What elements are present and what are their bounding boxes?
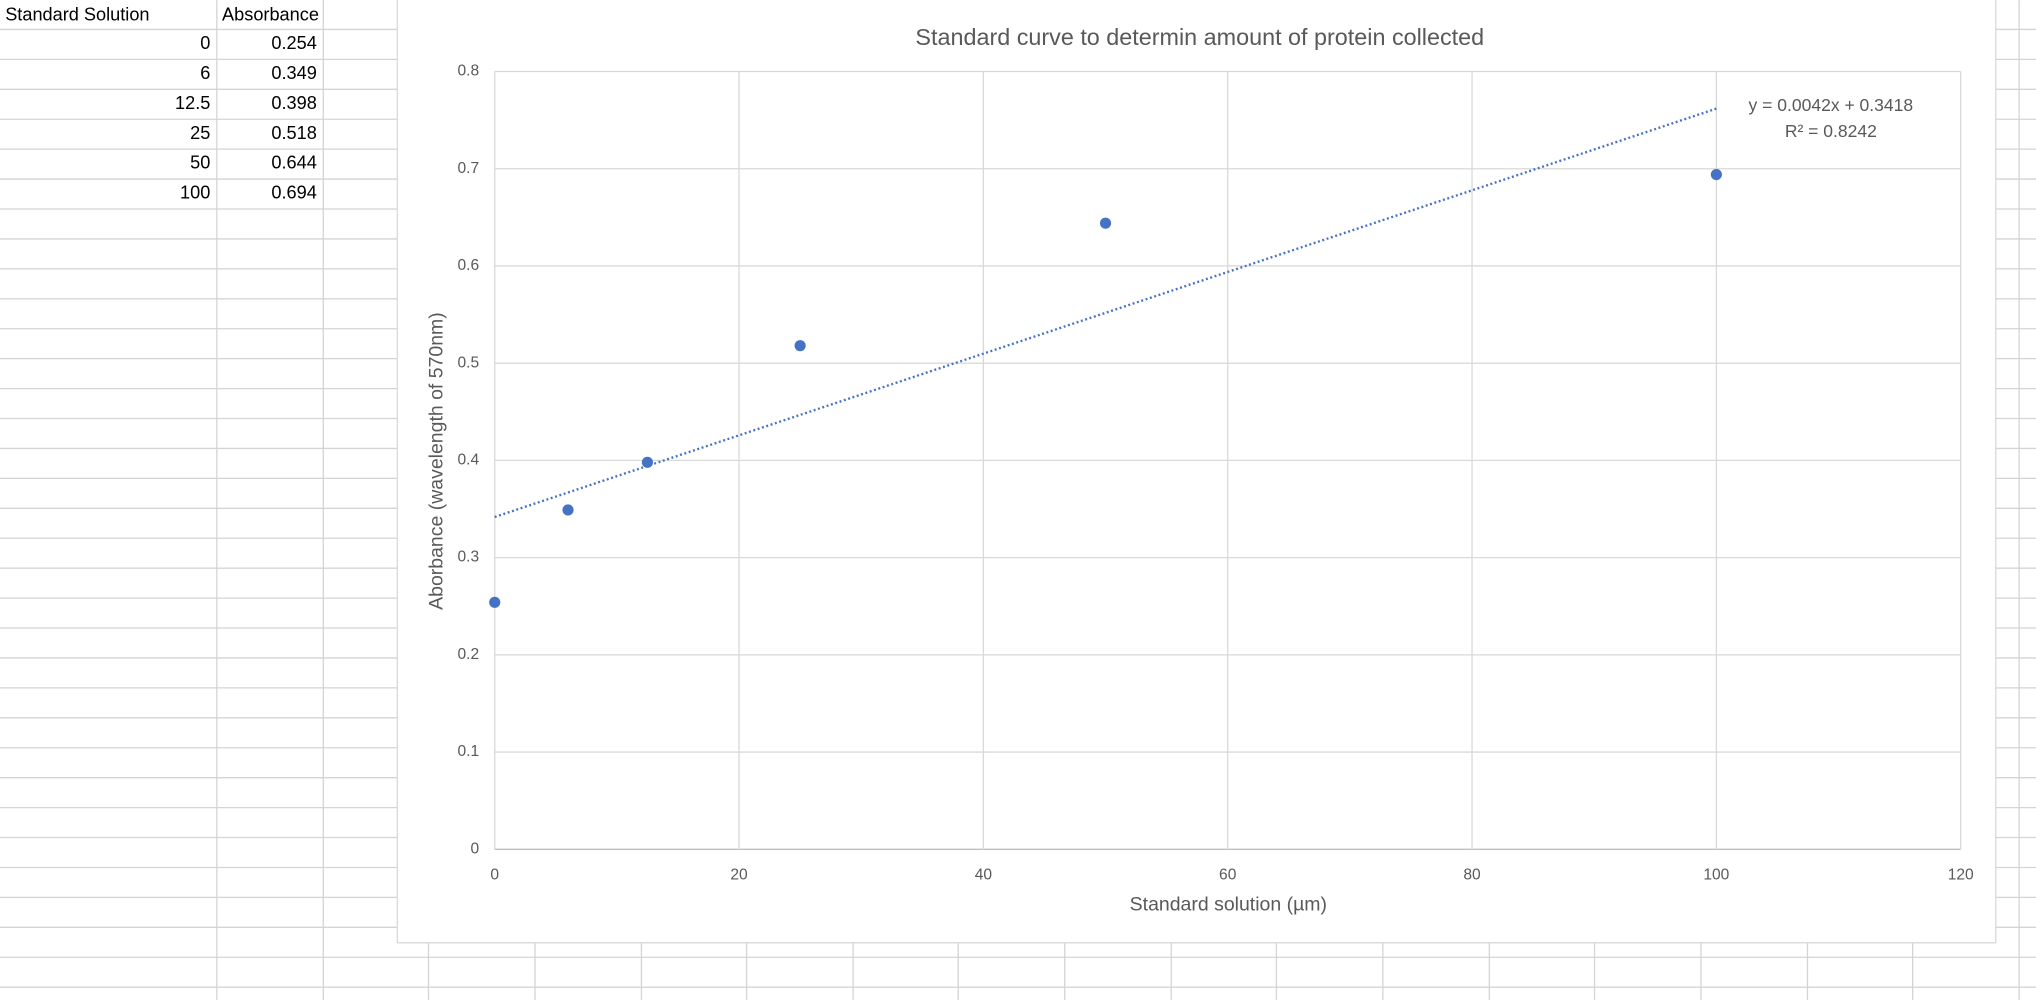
y-tick-label: 0.5 — [457, 354, 479, 371]
x-tick-label: 120 — [1948, 866, 1974, 883]
data-point — [641, 456, 654, 468]
cell-value: 50 — [190, 153, 210, 173]
y-tick-label: 0.3 — [457, 549, 479, 566]
cell-value: 100 — [180, 183, 210, 203]
cell-value: 0.518 — [271, 123, 316, 143]
cell-value: 0.398 — [271, 93, 316, 113]
chart-area[interactable] — [396, 0, 1997, 944]
cell-value: 0 — [200, 33, 210, 53]
data-point — [794, 340, 806, 352]
x-tick-label: 20 — [730, 866, 748, 883]
y-axis-title: Aborbance (wavelength of 570nm) — [426, 312, 448, 610]
y-tick-label: 0.1 — [457, 743, 479, 760]
x-axis-title: Standard solution (µm) — [1130, 893, 1327, 915]
data-point — [562, 504, 574, 516]
y-tick-label: 0 — [470, 840, 479, 857]
column-header: Standard Solution — [5, 4, 149, 24]
cell-value: 0.254 — [271, 33, 316, 53]
y-tick-label: 0.4 — [457, 452, 479, 469]
chart-title: Standard curve to determin amount of pro… — [915, 24, 1484, 50]
data-point — [1710, 168, 1722, 181]
y-tick-label: 0.8 — [457, 63, 479, 80]
y-tick-label: 0.7 — [457, 160, 479, 177]
x-tick-label: 40 — [975, 866, 993, 883]
x-tick-label: 60 — [1219, 866, 1237, 883]
cell-value: 0.694 — [271, 183, 316, 203]
cell-value: 0.644 — [271, 153, 316, 173]
data-point — [1099, 217, 1112, 229]
data-point — [489, 596, 501, 608]
cell-value: 12.5 — [175, 93, 210, 113]
trendline-equation: y = 0.0042x + 0.3418 — [1749, 95, 1914, 115]
x-tick-label: 80 — [1463, 866, 1481, 883]
column-header: Absorbance — [222, 4, 319, 24]
trendline-r-squared: R² = 0.8242 — [1785, 121, 1877, 141]
cell-value: 0.349 — [271, 63, 316, 83]
y-tick-label: 0.6 — [457, 257, 479, 274]
cell-value: 25 — [190, 123, 210, 143]
x-tick-label: 100 — [1703, 866, 1729, 883]
trendline — [494, 107, 1717, 519]
x-tick-label: 0 — [490, 866, 499, 883]
cell-value: 6 — [200, 63, 210, 83]
y-tick-label: 0.2 — [457, 646, 479, 663]
